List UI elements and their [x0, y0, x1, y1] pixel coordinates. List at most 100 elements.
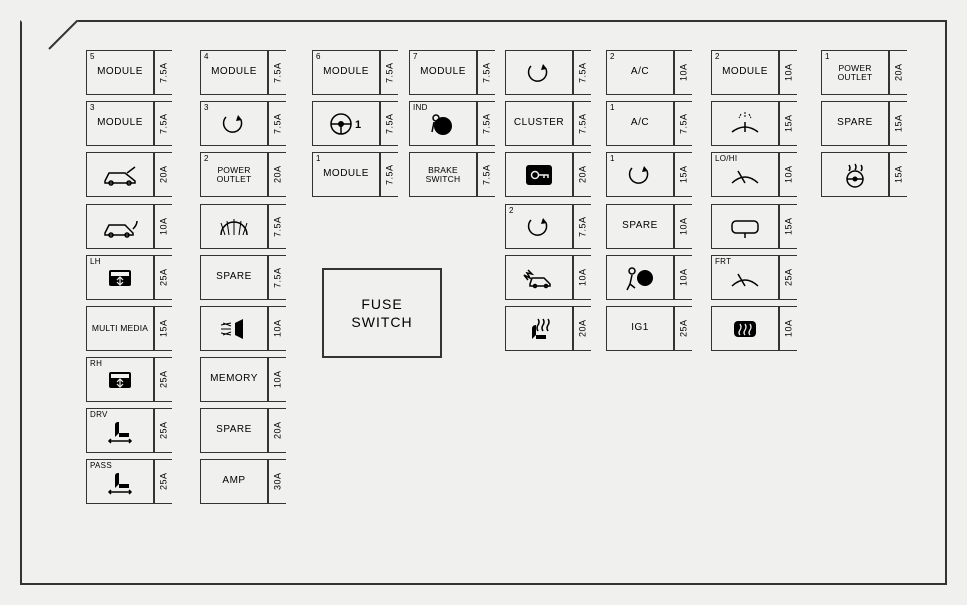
fuse-r4c0: LH25A: [86, 255, 172, 300]
fuse-r1c4: CLUSTER7.5A: [505, 101, 591, 146]
fuse-r2c2: 1MODULE7.5A: [312, 152, 398, 197]
wiper-spray-icon: [724, 110, 766, 138]
fuse-r2c5: 115A: [606, 152, 692, 197]
circle-arrow-icon: [518, 59, 560, 87]
fuse-r5c6: 10A: [711, 306, 797, 351]
fuse-panel: 5MODULE7.5A4MODULE7.5A6MODULE7.5A7MODULE…: [20, 20, 947, 585]
fuse-amp-label: 7.5A: [380, 50, 398, 95]
fuse-icon-box: 5MODULE: [86, 50, 154, 95]
fuse-r1c5: 1A/C7.5A: [606, 101, 692, 146]
fuse-icon-box: BRAKE SWITCH: [409, 152, 477, 197]
fuse-icon-box: MULTI MEDIA: [86, 306, 154, 351]
fuse-label: SPARE: [216, 272, 252, 283]
fuse-superscript: 3: [204, 104, 209, 112]
fuse-amp-label: 7.5A: [477, 101, 495, 146]
fuse-r5c4: 20A: [505, 306, 591, 351]
fuse-grid: 5MODULE7.5A4MODULE7.5A6MODULE7.5A7MODULE…: [42, 50, 925, 563]
fuse-r2c4: 20A: [505, 152, 591, 197]
fuse-r8c0: PASS25A: [86, 459, 172, 504]
fuse-r4c5: 10A: [606, 255, 692, 300]
fuse-superscript: 1: [825, 53, 830, 61]
fuse-r2c6: LO/HI 10A: [711, 152, 797, 197]
fuse-amp-label: 10A: [779, 152, 797, 197]
fuse-label: SPARE: [216, 425, 252, 436]
fuse-icon-box: 6MODULE: [312, 50, 380, 95]
fuse-superscript: 2: [509, 207, 514, 215]
fuse-icon-box: 4MODULE: [200, 50, 268, 95]
fuse-superscript: 1: [610, 155, 615, 163]
fuse-icon-box: [200, 306, 268, 351]
fuse-amp-label: 25A: [154, 408, 172, 453]
fuse-icon-box: MEMORY: [200, 357, 268, 402]
seat-adjust-icon: [99, 468, 141, 496]
fuse-amp-label: 7.5A: [268, 255, 286, 300]
window-icon: [99, 366, 141, 394]
fuse-amp-label: 10A: [268, 357, 286, 402]
fuse-amp-label: 7.5A: [573, 204, 591, 249]
fuse-r4c1: SPARE 7.5A: [200, 255, 286, 300]
fuse-amp-label: 7.5A: [477, 152, 495, 197]
fuse-label: CLUSTER: [514, 118, 564, 129]
fuse-amp-label: 15A: [889, 101, 907, 146]
fuse-r7c1: SPARE20A: [200, 408, 286, 453]
fuse-amp-label: 25A: [674, 306, 692, 351]
fuse-r7c0: DRV 25A: [86, 408, 172, 453]
sun-icon: [213, 213, 255, 241]
fuse-amp-label: 10A: [268, 306, 286, 351]
wiper-icon: [724, 161, 766, 189]
fuse-icon-box: [505, 306, 573, 351]
fuse-amp-label: 20A: [573, 152, 591, 197]
fuse-icon-box: 1A/C: [606, 101, 674, 146]
fuse-r8c1: AMP30A: [200, 459, 286, 504]
window-icon: [99, 264, 141, 292]
fuse-superscript: LO/HI: [715, 155, 737, 163]
fuse-icon-box: [606, 255, 674, 300]
fuse-icon-box: PASS: [86, 459, 154, 504]
airbag-icon: [422, 110, 464, 138]
fuse-icon-box: 3: [200, 101, 268, 146]
fuse-r6c1: MEMORY10A: [200, 357, 286, 402]
fuse-r3c5: SPARE10A: [606, 204, 692, 249]
fuse-r1c2: 17.5A: [312, 101, 398, 146]
fuse-superscript: DRV: [90, 411, 108, 419]
fuse-superscript: FRT: [715, 258, 731, 266]
fuse-amp-label: 7.5A: [477, 50, 495, 95]
fuse-amp-label: 7.5A: [154, 101, 172, 146]
fuse-r2c0: 20A: [86, 152, 172, 197]
fuse-amp-label: 25A: [154, 357, 172, 402]
fuse-icon-box: 1: [606, 152, 674, 197]
fuse-amp-label: 10A: [779, 50, 797, 95]
fuse-icon-box: [711, 204, 779, 249]
fuse-amp-label: 7.5A: [380, 152, 398, 197]
fuse-superscript: RH: [90, 360, 102, 368]
fuse-amp-label: 15A: [889, 152, 907, 197]
fuse-superscript: 6: [316, 53, 321, 61]
steering-icon: 1: [325, 110, 367, 138]
fuse-superscript: 1: [610, 104, 615, 112]
fuse-r2c7: 15A: [821, 152, 907, 197]
fuse-icon-box: 2: [505, 204, 573, 249]
fuse-r5c0: MULTI MEDIA15A: [86, 306, 172, 351]
fuse-r5c5: IG1 25A: [606, 306, 692, 351]
fuse-icon-box: LH: [86, 255, 154, 300]
fuse-icon-box: [86, 204, 154, 249]
fuse-icon-box: DRV: [86, 408, 154, 453]
fuse-amp-label: 20A: [573, 306, 591, 351]
fuse-amp-label: 10A: [779, 306, 797, 351]
fuse-icon-box: [505, 50, 573, 95]
fuse-amp-label: 7.5A: [268, 101, 286, 146]
fuse-amp-label: 25A: [779, 255, 797, 300]
fuse-label: IG1: [631, 323, 649, 334]
fuse-r2c1: 2POWER OUTLET20A: [200, 152, 286, 197]
fuse-superscript: 4: [204, 53, 209, 61]
circle-arrow-icon: [213, 110, 255, 138]
fuse-icon-box: 1MODULE: [312, 152, 380, 197]
door-key-icon: [518, 161, 560, 189]
fuse-label: MULTI MEDIA: [92, 324, 148, 333]
fuse-r1c7: SPARE15A: [821, 101, 907, 146]
fuse-icon-box: RH: [86, 357, 154, 402]
fuse-r0c6: 2MODULE10A: [711, 50, 797, 95]
fuse-r0c2: 6MODULE7.5A: [312, 50, 398, 95]
fuse-icon-box: 2POWER OUTLET: [200, 152, 268, 197]
fuse-label: MODULE: [97, 67, 143, 78]
